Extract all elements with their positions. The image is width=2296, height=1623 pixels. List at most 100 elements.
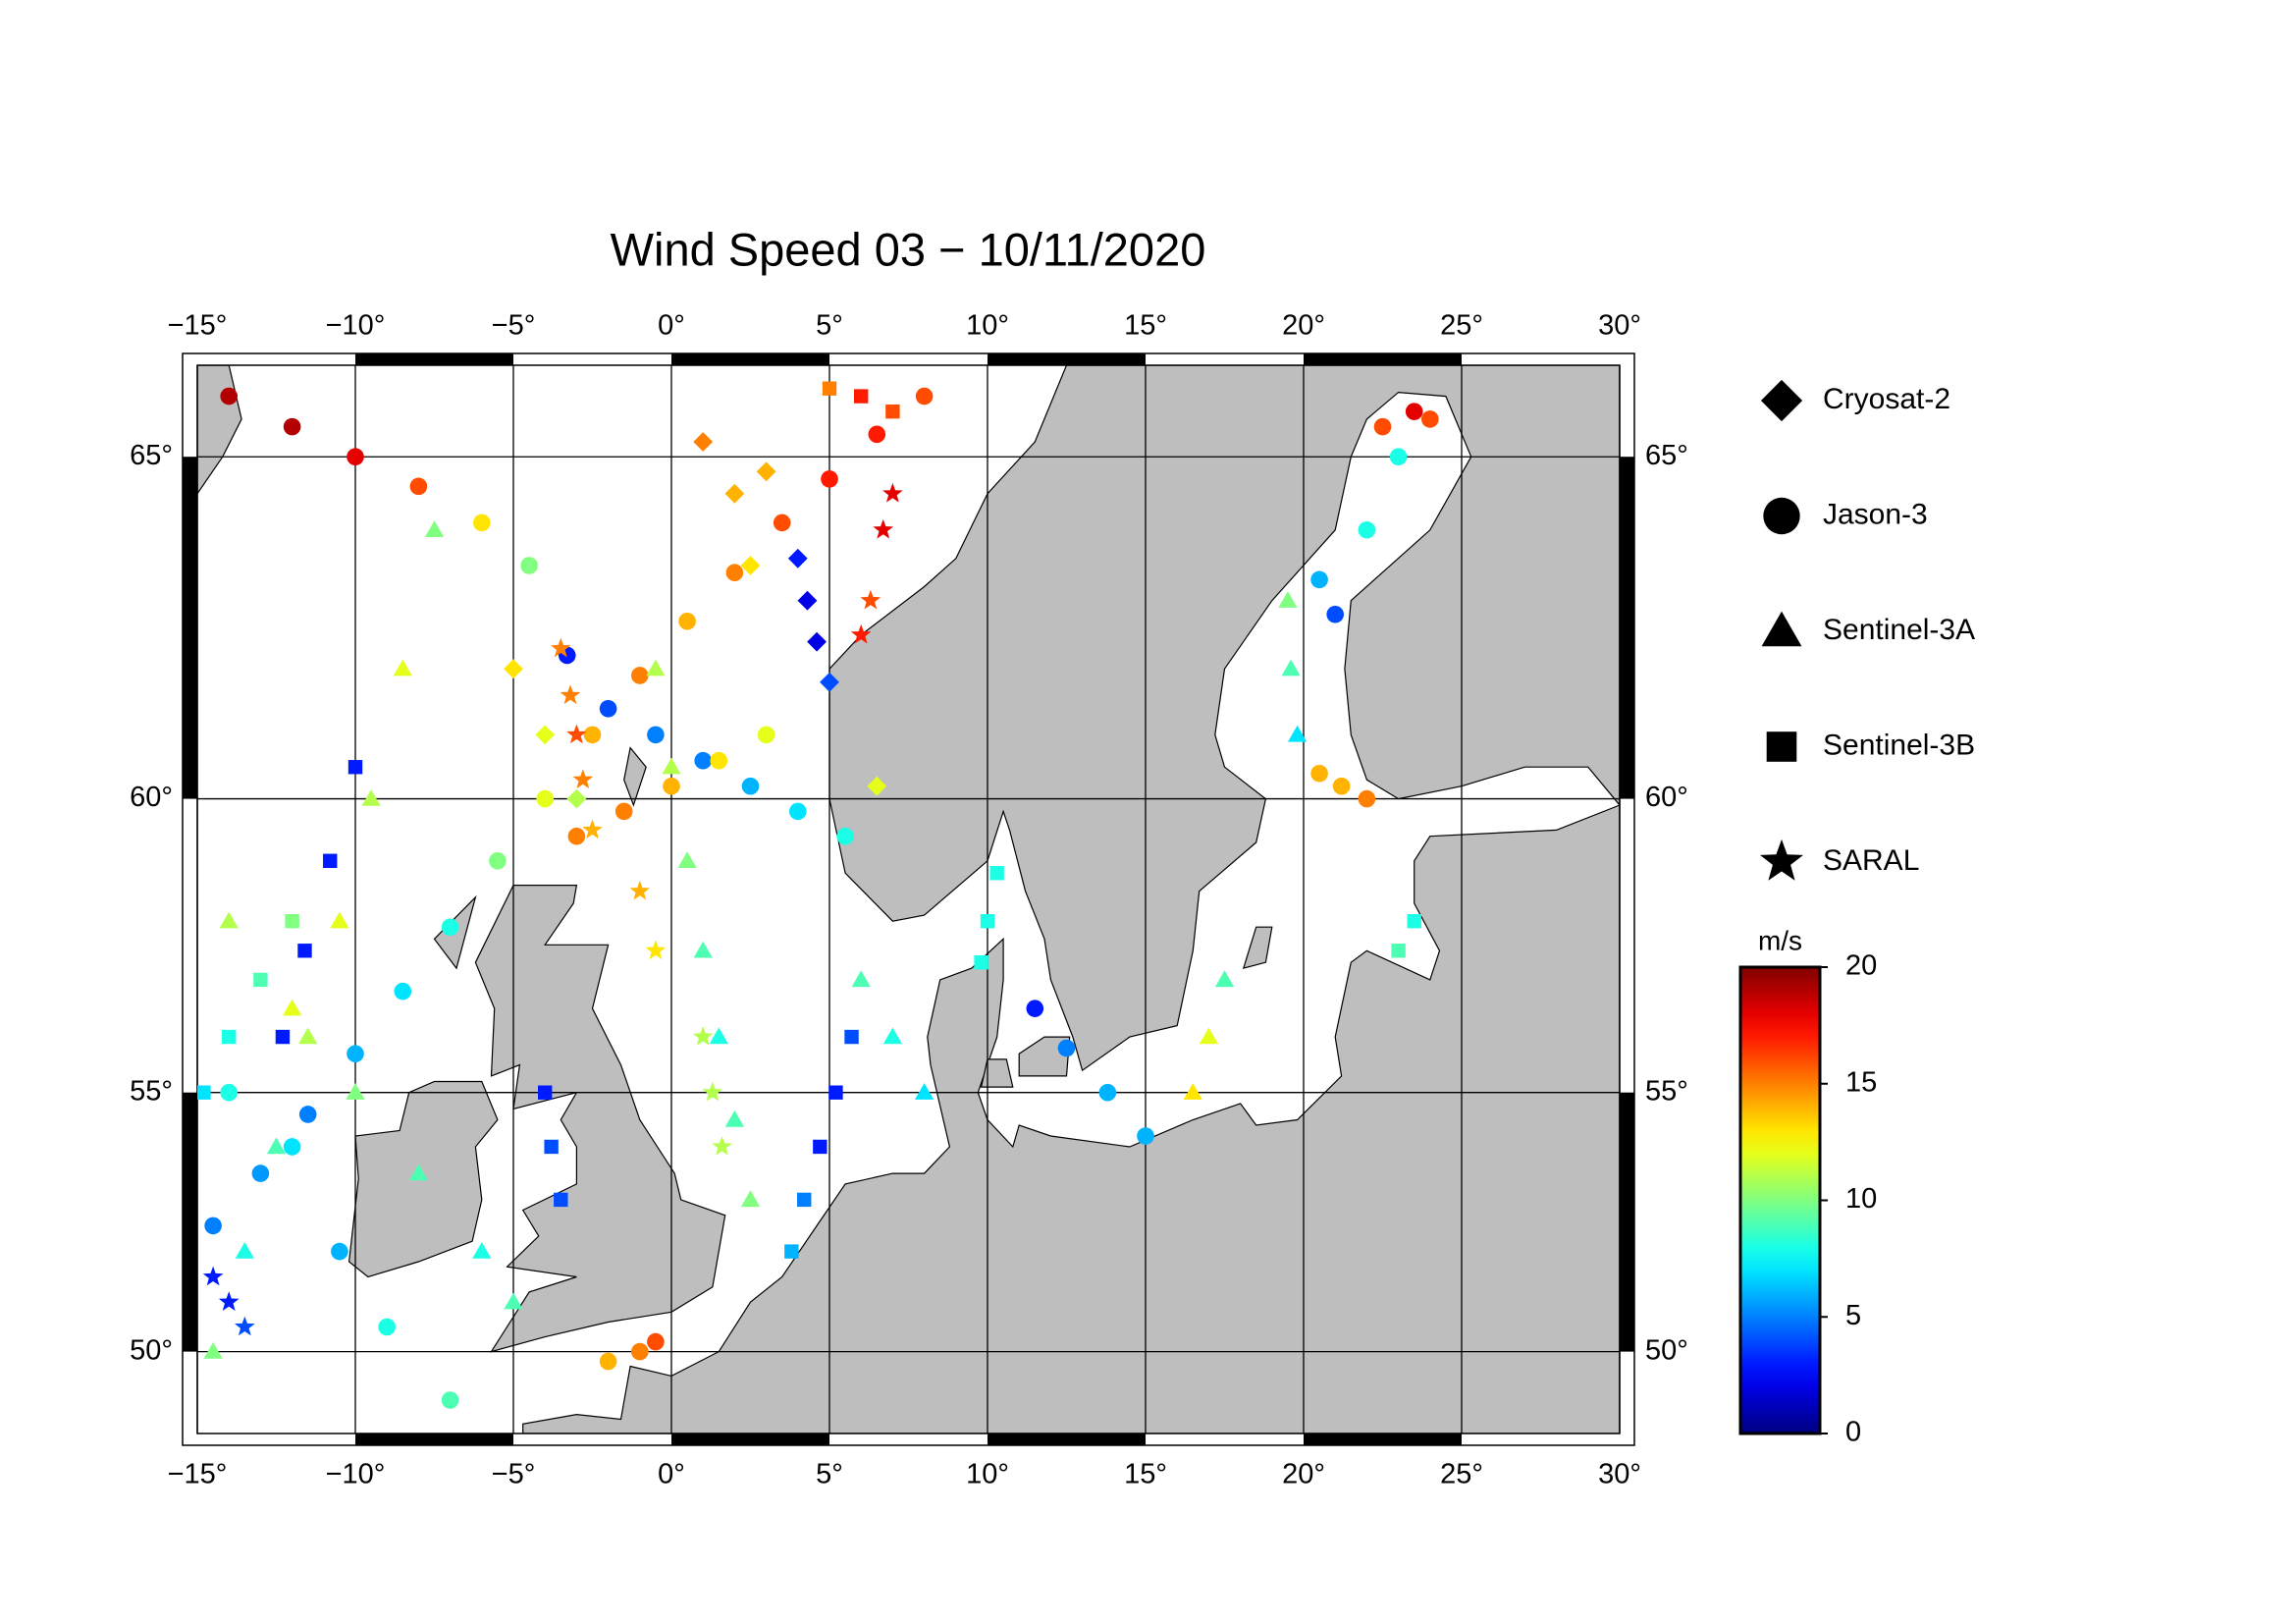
y-tick-label: 50° <box>130 1334 173 1366</box>
colorbar-label: m/s <box>1758 925 1802 955</box>
observation <box>756 461 776 482</box>
observation <box>757 726 775 744</box>
observation <box>882 1027 902 1045</box>
colorbar: m/s 0 5 10 15 20 <box>1738 925 1877 1448</box>
observation <box>844 1029 859 1045</box>
observation <box>535 725 556 745</box>
observation <box>1389 448 1408 466</box>
observation <box>787 548 808 568</box>
y-tick-label: 55° <box>130 1075 173 1107</box>
observation <box>285 914 299 929</box>
observation <box>330 911 349 929</box>
observation <box>235 1316 255 1336</box>
legend: Cryosat-2 Jason-3 Sentinel-3A Sentinel-3B SA… <box>1760 379 1975 881</box>
observation <box>797 1192 812 1208</box>
observation <box>441 1391 459 1409</box>
observation <box>599 1352 617 1371</box>
observation <box>297 944 312 958</box>
observation <box>218 1291 240 1311</box>
observation <box>1421 410 1439 428</box>
x-tick-label: 30° <box>1598 310 1641 342</box>
x-tick-label: 5° <box>816 310 843 342</box>
x-tick-label: 25° <box>1440 310 1483 342</box>
observation <box>1310 764 1328 783</box>
chart-title: Wind Speed 03 − 10/11/2020 <box>611 223 1206 275</box>
frame-outer <box>182 352 1635 1446</box>
observation <box>693 432 714 452</box>
y-tick-label: 60° <box>130 782 173 813</box>
legend-marker <box>1761 611 1802 647</box>
frame-bar <box>1620 1092 1634 1352</box>
observation <box>885 404 900 419</box>
observation <box>820 672 839 692</box>
observation <box>424 520 445 537</box>
observation <box>394 982 412 1001</box>
x-tick-label: −5° <box>492 310 536 342</box>
observation <box>544 1139 559 1155</box>
observation <box>646 659 666 676</box>
observation <box>504 1292 523 1310</box>
observation <box>1391 944 1406 958</box>
observation <box>347 448 364 466</box>
observation <box>1281 659 1301 676</box>
observation <box>283 1138 301 1156</box>
observation <box>1332 777 1351 795</box>
observation <box>323 853 338 868</box>
grid <box>196 365 1621 1434</box>
observation <box>645 940 667 960</box>
frame-bar <box>1304 353 1462 365</box>
frame-inner <box>196 364 1621 1434</box>
observation <box>560 684 581 705</box>
observation <box>647 1332 665 1351</box>
observation <box>677 851 697 868</box>
colorbar-tick-label: 0 <box>1845 1417 1861 1448</box>
observation <box>253 972 268 988</box>
observation <box>915 1083 934 1100</box>
landmass <box>1242 926 1273 969</box>
observation <box>974 954 988 970</box>
observation <box>1278 591 1298 608</box>
x-tick-label: 0° <box>658 1459 685 1490</box>
frame-bar <box>671 1434 829 1445</box>
observation <box>873 518 894 539</box>
observation <box>283 999 302 1016</box>
frame-bar <box>183 457 197 799</box>
observation <box>361 789 381 806</box>
observation <box>1183 1083 1202 1100</box>
observation <box>867 776 887 796</box>
observation <box>989 866 1004 881</box>
observation <box>473 514 491 532</box>
observation <box>702 1081 723 1102</box>
observation <box>813 1139 828 1155</box>
observation <box>725 564 744 582</box>
observation <box>489 851 507 870</box>
frame-bar <box>355 1434 513 1445</box>
observation <box>851 970 871 988</box>
observation <box>1137 1127 1154 1145</box>
observation <box>821 470 838 488</box>
x-tick-label: 25° <box>1440 1459 1483 1490</box>
x-tick-label: 15° <box>1124 1459 1167 1490</box>
legend-marker <box>1766 731 1797 762</box>
frame-bar <box>355 353 513 365</box>
observation <box>204 1217 222 1235</box>
legend-label: Jason-3 <box>1823 498 1928 530</box>
observation <box>266 1137 287 1155</box>
y-tick-label: 65° <box>1645 440 1688 471</box>
observation <box>724 483 745 504</box>
observation <box>220 1083 238 1102</box>
observation <box>629 880 651 900</box>
observation <box>828 1085 843 1100</box>
frame-bar <box>671 353 829 365</box>
observation <box>662 757 681 775</box>
x-tick-label: 0° <box>658 310 685 342</box>
observation <box>346 1083 365 1100</box>
observation <box>251 1164 270 1182</box>
colorbar-tick-label: 10 <box>1845 1183 1877 1215</box>
observation <box>583 726 602 744</box>
observation <box>1407 914 1421 929</box>
frame-bar <box>183 1092 197 1352</box>
observation <box>298 1027 318 1045</box>
